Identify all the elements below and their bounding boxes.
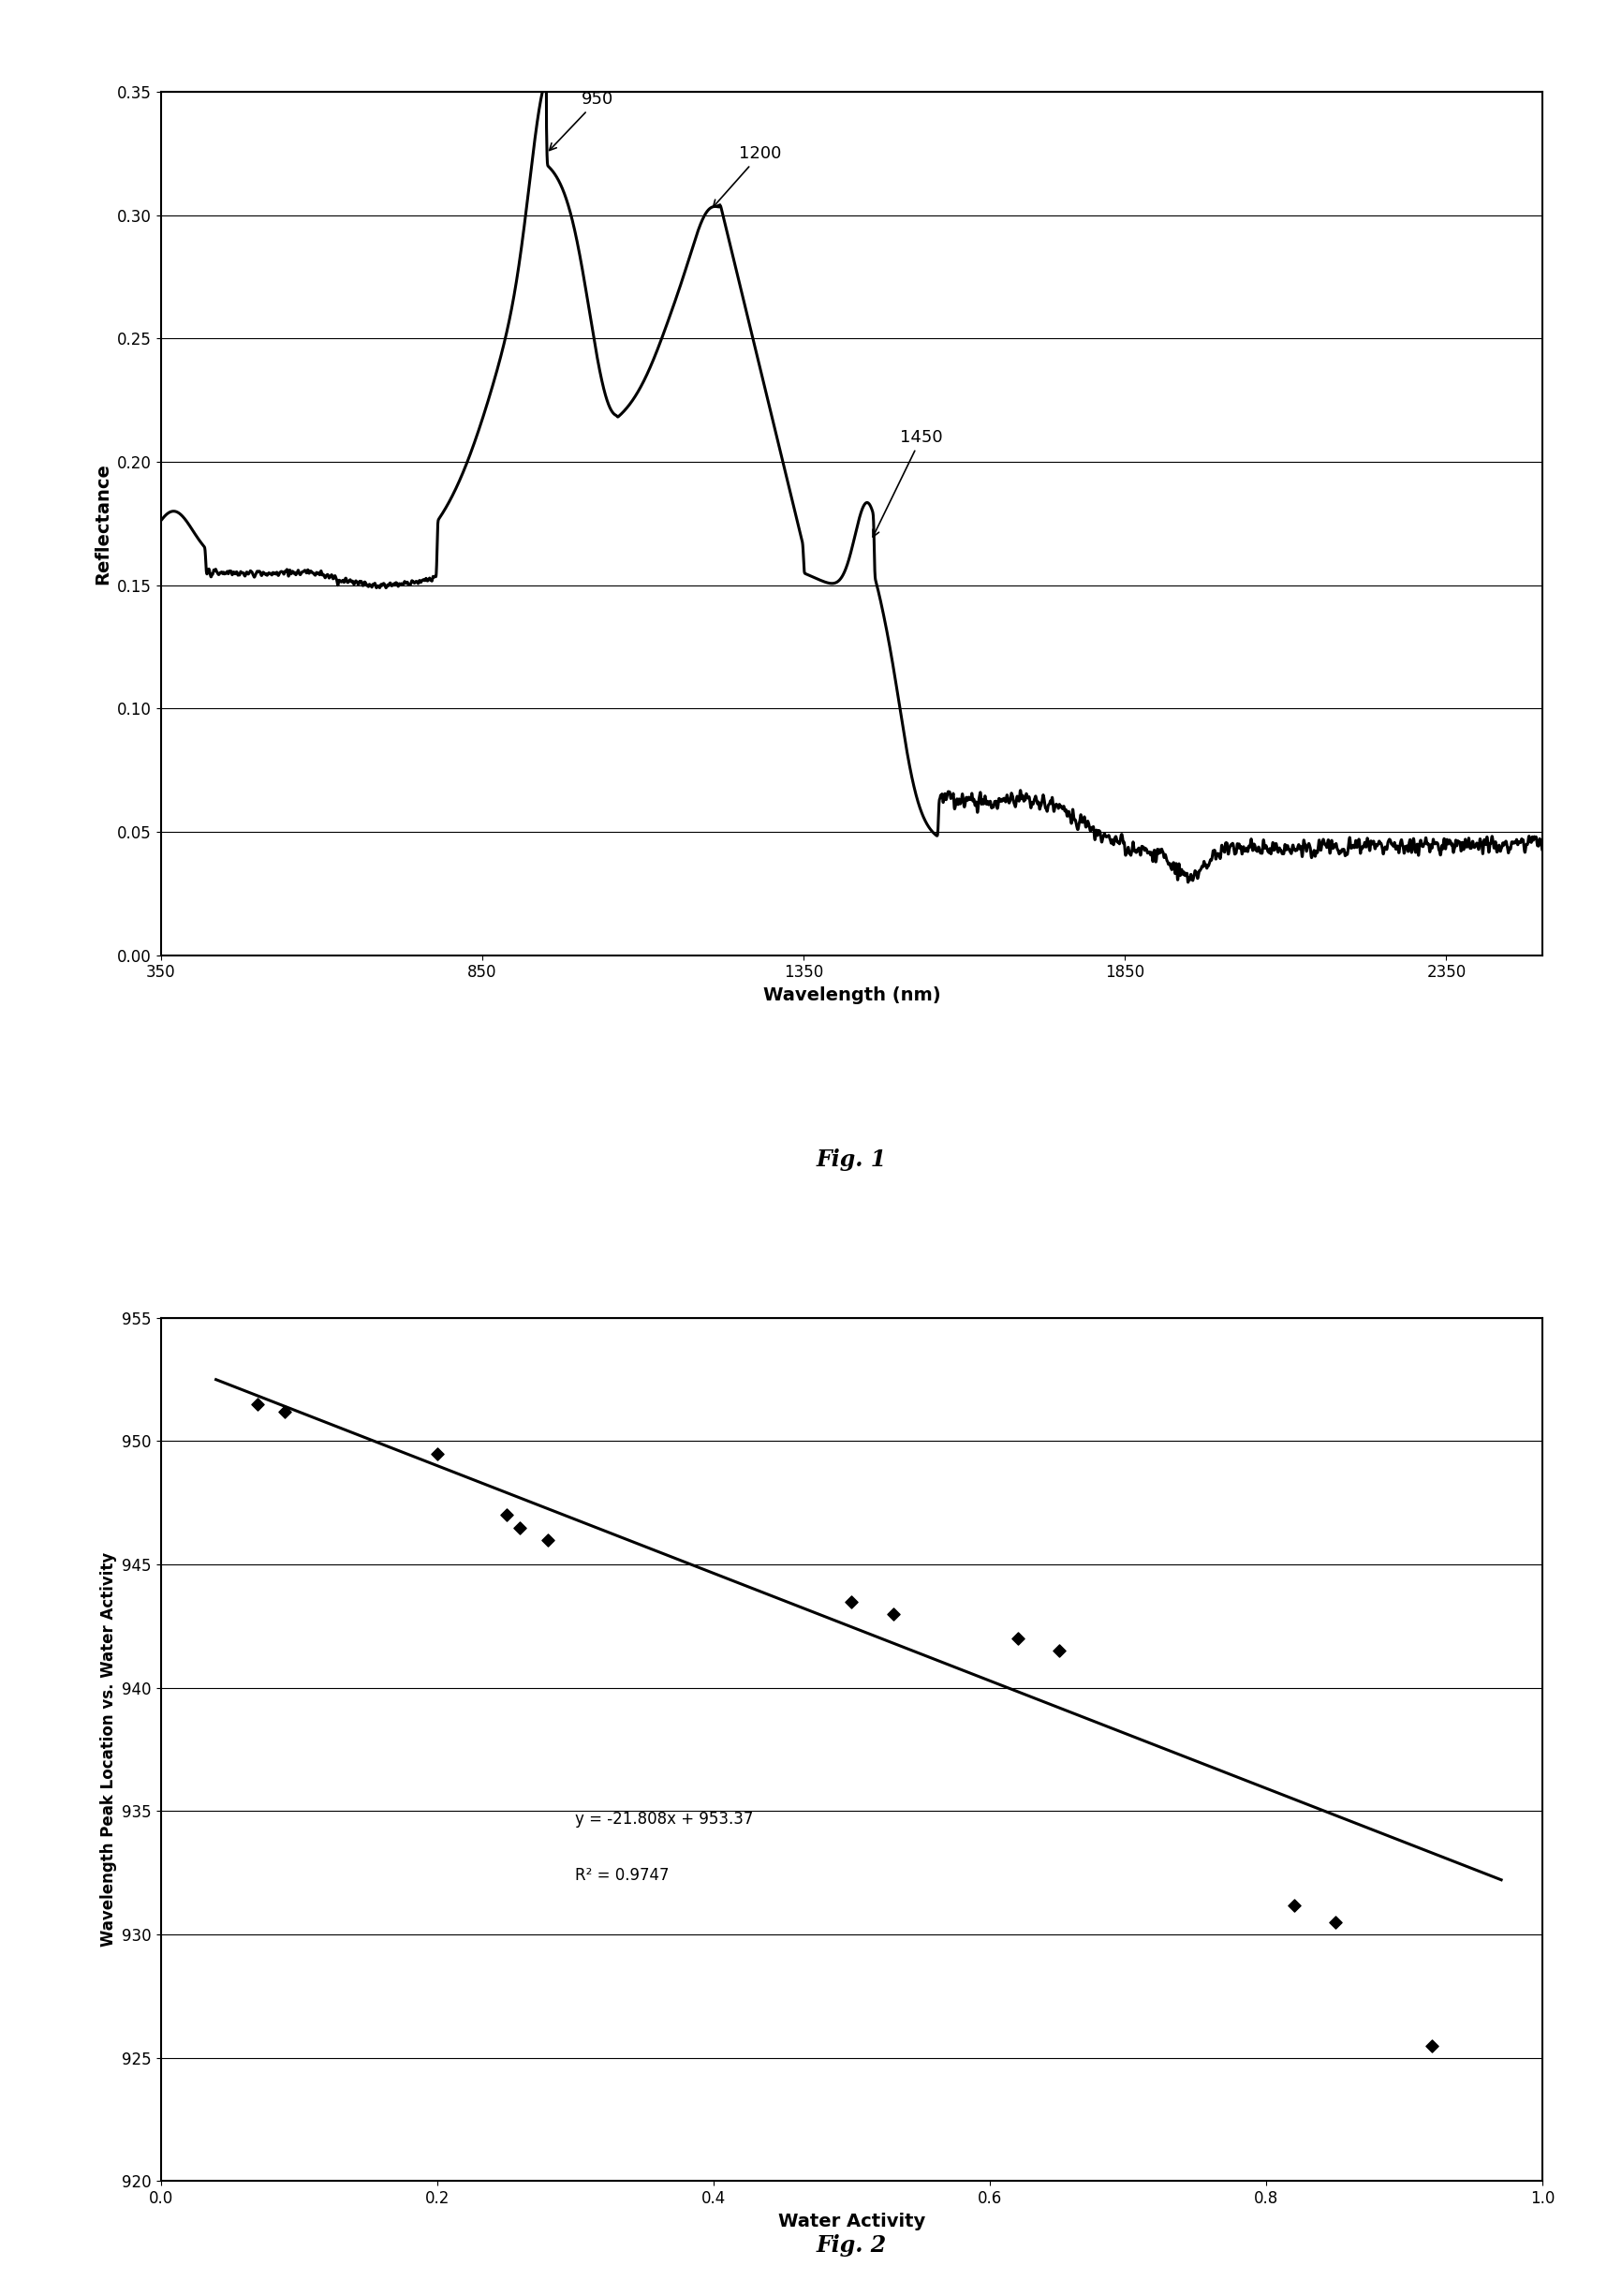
X-axis label: Water Activity: Water Activity — [778, 2213, 926, 2229]
Point — [535, 1522, 561, 1559]
Point — [493, 1497, 519, 1534]
Y-axis label: Wavelength Peak Location vs. Water Activity: Wavelength Peak Location vs. Water Activ… — [100, 1552, 117, 1947]
Text: Fig. 1: Fig. 1 — [816, 1148, 887, 1171]
Text: Fig. 2: Fig. 2 — [816, 2234, 887, 2257]
Text: R² = 0.9747: R² = 0.9747 — [575, 1867, 670, 1885]
Text: 950: 950 — [550, 92, 614, 149]
Text: 1450: 1450 — [873, 429, 943, 537]
Point — [508, 1508, 534, 1545]
Point — [839, 1584, 865, 1621]
Text: y = -21.808x + 953.37: y = -21.808x + 953.37 — [575, 1812, 754, 1828]
Point — [1046, 1632, 1072, 1669]
Point — [1281, 1887, 1306, 1924]
Point — [424, 1435, 450, 1472]
X-axis label: Wavelength (nm): Wavelength (nm) — [763, 987, 940, 1003]
Point — [244, 1387, 270, 1424]
Text: 1200: 1200 — [714, 145, 781, 207]
Point — [1323, 1903, 1348, 1940]
Point — [1419, 2027, 1445, 2064]
Point — [1004, 1621, 1030, 1658]
Point — [881, 1596, 906, 1632]
Y-axis label: Reflectance: Reflectance — [95, 464, 112, 585]
Point — [272, 1394, 297, 1430]
